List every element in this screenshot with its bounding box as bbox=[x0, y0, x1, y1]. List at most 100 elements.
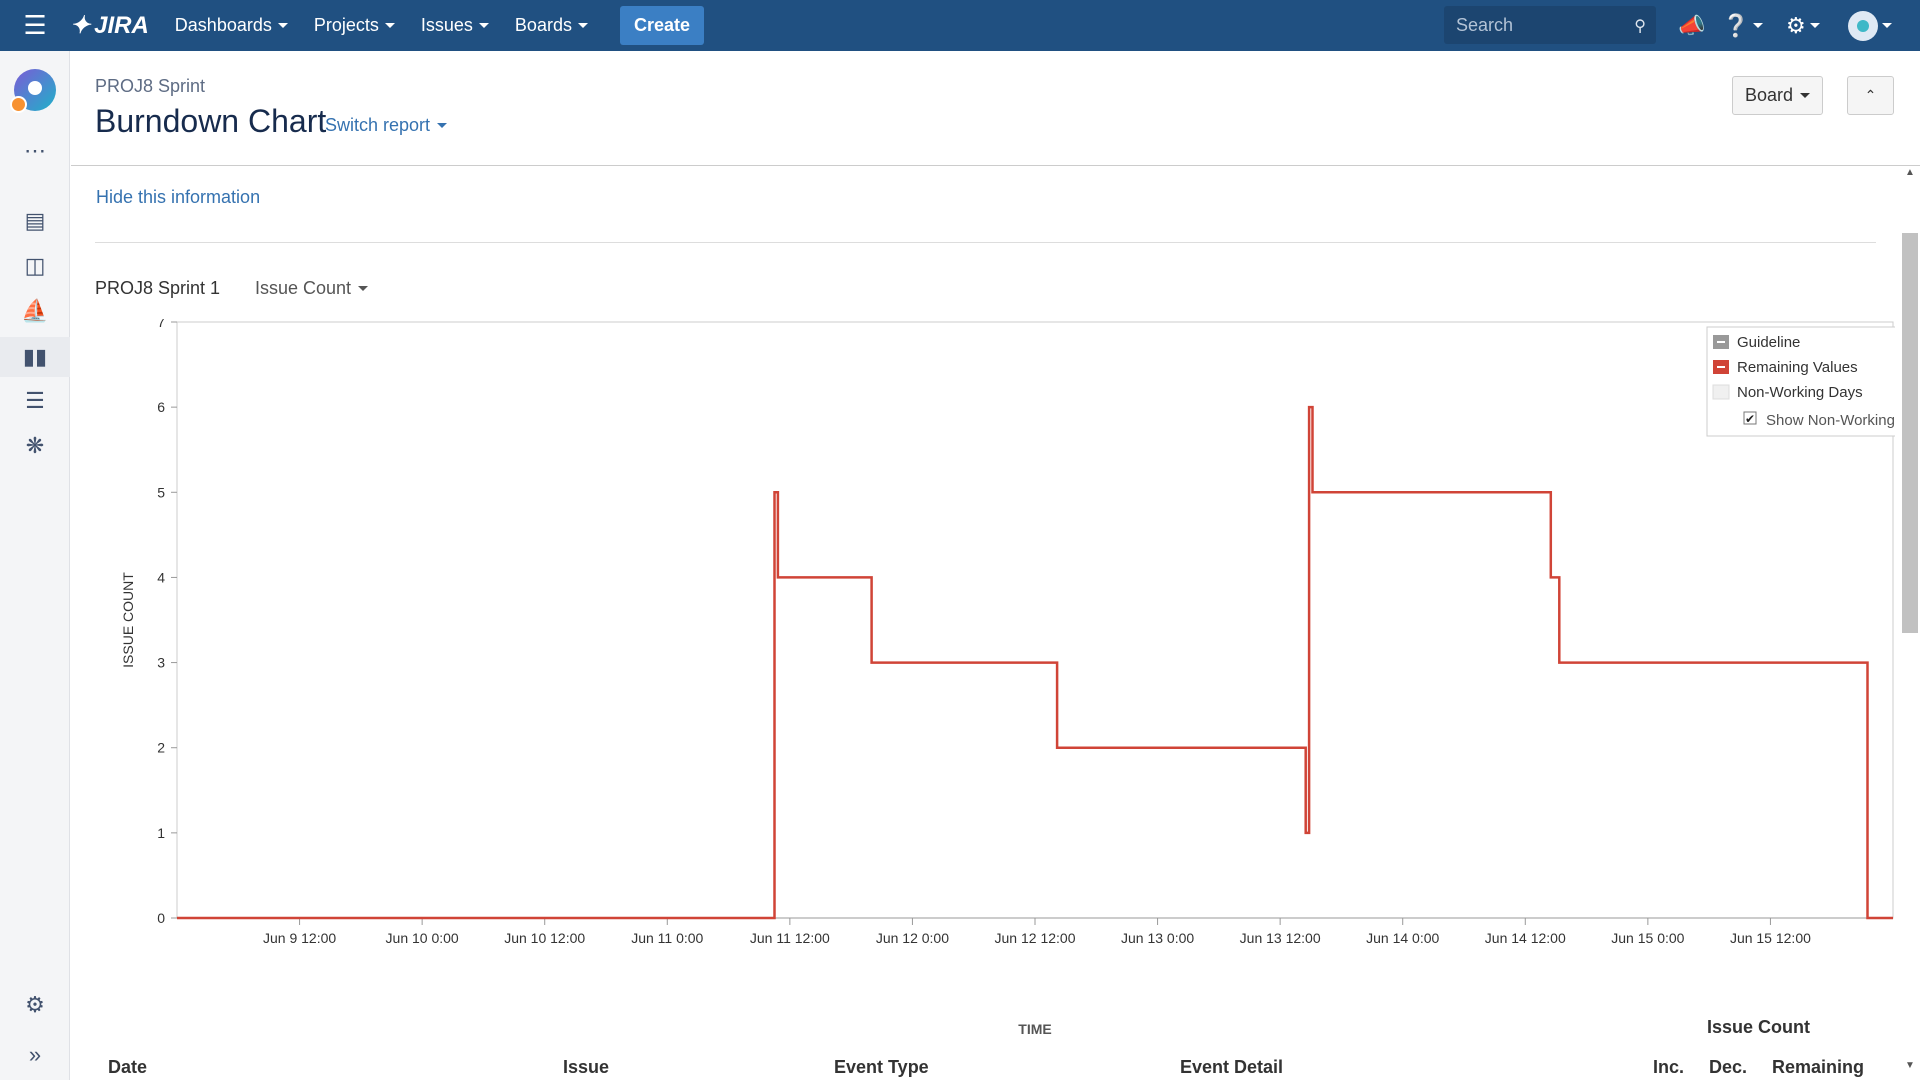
breadcrumb[interactable]: PROJ8 Sprint bbox=[95, 76, 206, 96]
y-tick-label: 7 bbox=[157, 319, 165, 330]
y-tick-label: 6 bbox=[157, 399, 165, 415]
user-profile-menu[interactable] bbox=[1848, 0, 1892, 51]
sprint-selector[interactable]: PROJ8 Sprint 1 bbox=[95, 278, 221, 298]
menu-icon[interactable]: ☰ bbox=[23, 10, 47, 40]
show-non-working-days-checkbox[interactable] bbox=[1743, 411, 1757, 425]
board-button[interactable]: Board bbox=[1732, 76, 1823, 115]
checkbox-check-icon: ✔ bbox=[1745, 412, 1755, 426]
x-tick-label: Jun 10 0:00 bbox=[386, 930, 459, 946]
chevron-down-icon bbox=[577, 23, 588, 28]
jira-logo-mark-icon: ✦ bbox=[70, 12, 91, 39]
nav-boards[interactable]: Boards bbox=[515, 15, 588, 36]
x-tick-label: Jun 12 12:00 bbox=[995, 930, 1076, 946]
y-tick-label: 3 bbox=[157, 655, 165, 671]
settings-menu[interactable]: ⚙ bbox=[1786, 0, 1820, 51]
reports-icon[interactable]: ▮▮ bbox=[0, 337, 70, 377]
board-button-label: Board bbox=[1744, 85, 1794, 105]
add-ons-icon[interactable]: ❋ bbox=[25, 433, 45, 458]
chevron-down-icon bbox=[437, 123, 448, 128]
help-menu[interactable]: ❔ bbox=[1722, 0, 1764, 51]
nav-boards-label: Boards bbox=[514, 15, 572, 35]
x-axis: Jun 9 12:00 Jun 10 0:00 Jun 10 12:00 Jun 11… bbox=[177, 917, 1893, 946]
x-tick-label: Jun 11 12:00 bbox=[750, 930, 830, 946]
page-scrollbar[interactable]: ▲ ▼ bbox=[1900, 165, 1920, 1080]
collapse-header-button[interactable]: ⌃ bbox=[1847, 76, 1894, 115]
x-tick-label: Jun 13 12:00 bbox=[1240, 930, 1321, 946]
show-non-working-days-label: Show Non-Working Days bbox=[1766, 412, 1895, 429]
legend-remaining-label: Remaining Values bbox=[1737, 359, 1858, 376]
x-tick-label: Jun 14 12:00 bbox=[1485, 930, 1566, 946]
create-button[interactable]: Create bbox=[619, 6, 704, 45]
nav-issues-label: Issues bbox=[420, 15, 473, 35]
y-axis: 0 1 2 3 4 5 6 7 bbox=[157, 314, 177, 926]
active-sprints-icon[interactable]: ◫ bbox=[24, 253, 46, 278]
expand-sidebar-icon[interactable]: » bbox=[28, 1042, 42, 1067]
column-remaining: Remaining bbox=[1772, 1057, 1865, 1077]
x-tick-label: Jun 13 0:00 bbox=[1121, 930, 1194, 946]
more-icon[interactable]: ⋯ bbox=[24, 138, 46, 163]
announcement-icon[interactable]: 📣 bbox=[1678, 12, 1706, 38]
scroll-up-icon[interactable]: ▲ bbox=[1905, 167, 1915, 178]
plot-area bbox=[176, 321, 1894, 919]
burndown-table-header: Issue Count Date Issue Event Type Event … bbox=[95, 1017, 1895, 1077]
chevron-down-icon bbox=[358, 286, 369, 291]
x-tick-label: Jun 14 0:00 bbox=[1366, 930, 1439, 946]
column-event-type: Event Type bbox=[834, 1057, 929, 1077]
chevron-down-icon bbox=[384, 23, 395, 28]
burndown-chart: 0 1 2 3 4 5 6 7 Jun 9 12:00 Jun 10 0:00 Jun 10 12… bbox=[95, 314, 1920, 1059]
chevron-down-icon bbox=[1753, 23, 1764, 28]
x-tick-label: Jun 11 0:00 bbox=[631, 930, 703, 946]
info-divider bbox=[95, 242, 1876, 243]
nav-projects-label: Projects bbox=[313, 15, 379, 35]
hide-information-link[interactable]: Hide this information bbox=[96, 187, 261, 207]
nav-dashboards-label: Dashboards bbox=[174, 15, 272, 35]
nav-issues[interactable]: Issues bbox=[421, 15, 489, 36]
legend-nonworking-swatch bbox=[1712, 384, 1730, 400]
legend-nonworking-label: Non-Working Days bbox=[1737, 384, 1863, 401]
y-tick-label: 5 bbox=[157, 484, 165, 500]
switch-report-dropdown[interactable]: Switch report bbox=[325, 115, 448, 136]
search-placeholder: Search bbox=[1456, 15, 1514, 35]
y-tick-label: 0 bbox=[157, 910, 165, 926]
jira-logo[interactable]: ✦ JIRA bbox=[70, 11, 149, 40]
burndown-chart-svg: 0 1 2 3 4 5 6 7 Jun 9 12:00 Jun 10 0:00 Jun 10 12… bbox=[120, 314, 1920, 1037]
project-settings-gear-icon[interactable]: ⚙ bbox=[25, 992, 45, 1017]
chevron-down-icon bbox=[478, 23, 489, 28]
help-icon: ❔ bbox=[1722, 12, 1750, 38]
column-inc: Inc. bbox=[1653, 1057, 1685, 1077]
nav-dashboards[interactable]: Dashboards bbox=[175, 15, 288, 36]
legend-box bbox=[1706, 326, 1920, 437]
project-sidebar: ⋯ ▤ ◫ ⛵ ▮▮ ☰ ❋ ⚙ » bbox=[0, 51, 70, 1080]
jira-logo-text: JIRA bbox=[94, 11, 149, 39]
main-content: PROJ8 Sprint Burndown Chart Switch repor… bbox=[71, 51, 1920, 1080]
user-avatar bbox=[1848, 10, 1878, 41]
column-issue: Issue bbox=[563, 1057, 610, 1077]
column-dec: Dec. bbox=[1709, 1057, 1748, 1077]
legend-guideline-label: Guideline bbox=[1737, 334, 1800, 351]
statistic-selector[interactable]: Issue Count bbox=[255, 278, 369, 299]
chevron-down-icon bbox=[1800, 93, 1811, 98]
chart-legend: Guideline Remaining Values Non-Working D… bbox=[1706, 326, 1920, 437]
search-input[interactable]: Search ⚲ bbox=[1444, 6, 1656, 44]
scroll-down-icon[interactable]: ▼ bbox=[1905, 1060, 1915, 1071]
chart-series bbox=[177, 405, 1893, 920]
y-tick-label: 1 bbox=[157, 825, 165, 841]
y-axis-label: ISSUE COUNT bbox=[120, 572, 136, 668]
x-tick-label: Jun 10 12:00 bbox=[504, 930, 585, 946]
backlog-icon[interactable]: ▤ bbox=[24, 208, 46, 233]
x-tick-label: Jun 9 12:00 bbox=[263, 930, 336, 946]
issue-count-group-header: Issue Count bbox=[1707, 1017, 1811, 1037]
chevron-down-icon bbox=[1809, 23, 1820, 28]
chevron-down-icon bbox=[1882, 23, 1892, 28]
project-badge-icon bbox=[10, 96, 27, 113]
top-navigation-bar: ☰ ✦ JIRA Dashboards Projects Issues Boar… bbox=[0, 0, 1920, 51]
y-tick-label: 2 bbox=[157, 740, 165, 756]
search-icon: ⚲ bbox=[1634, 18, 1646, 35]
header-divider bbox=[71, 165, 1920, 166]
nav-projects[interactable]: Projects bbox=[314, 15, 395, 36]
releases-icon[interactable]: ⛵ bbox=[21, 298, 49, 323]
issues-search-icon[interactable]: ☰ bbox=[25, 388, 45, 413]
chevron-up-icon: ⌃ bbox=[1864, 87, 1877, 103]
x-tick-label: Jun 12 0:00 bbox=[876, 930, 949, 946]
scrollbar-thumb[interactable] bbox=[1902, 233, 1918, 633]
